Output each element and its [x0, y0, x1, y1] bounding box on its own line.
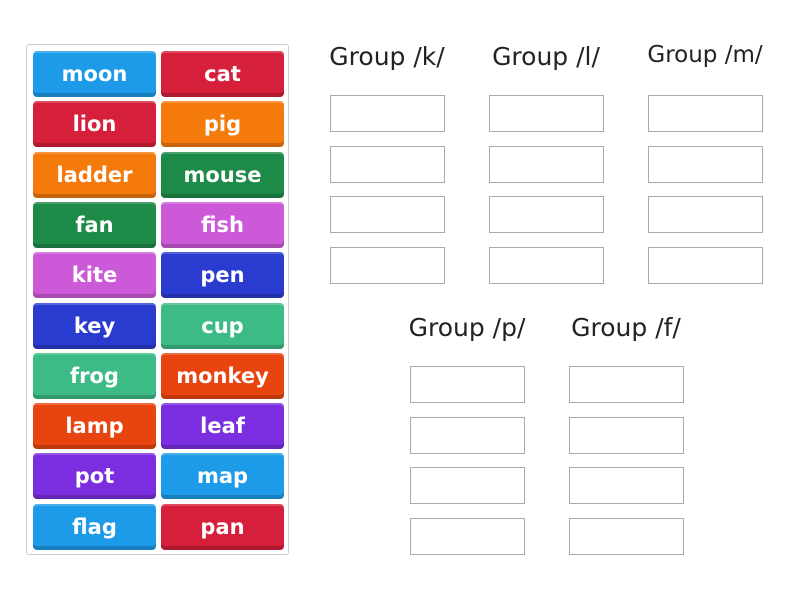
drop-slot[interactable]: [489, 246, 604, 284]
word-tile-pan[interactable]: pan: [161, 503, 284, 550]
word-tile-fan[interactable]: fan: [33, 201, 156, 248]
word-tile-kite[interactable]: kite: [33, 252, 156, 299]
word-tile-pen[interactable]: pen: [161, 252, 284, 299]
word-tile-pig[interactable]: pig: [161, 101, 284, 148]
drop-slot[interactable]: [648, 246, 763, 284]
word-tile-key[interactable]: key: [33, 302, 156, 349]
word-tile-cup[interactable]: cup: [161, 302, 284, 349]
drop-slot[interactable]: [569, 366, 684, 403]
drop-slot[interactable]: [489, 196, 604, 233]
word-tile-fish[interactable]: fish: [161, 201, 284, 248]
word-tile-frog[interactable]: frog: [33, 352, 156, 399]
word-tile-leaf[interactable]: leaf: [161, 403, 284, 450]
drop-slot[interactable]: [648, 196, 763, 233]
group-title: Group /k/: [329, 42, 445, 71]
word-tile-ladder[interactable]: ladder: [33, 151, 156, 198]
drop-slot[interactable]: [330, 246, 445, 284]
drop-slot[interactable]: [330, 196, 445, 233]
word-tile-lamp[interactable]: lamp: [33, 403, 156, 450]
drop-slot[interactable]: [569, 467, 684, 504]
word-tile-cat[interactable]: cat: [161, 51, 284, 97]
drop-slot[interactable]: [489, 145, 604, 183]
word-bank: moon cat lion pig ladder mouse fan fish kite pen k…: [26, 44, 289, 555]
group-title: Group /l/: [492, 42, 600, 71]
word-tile-map[interactable]: map: [161, 453, 284, 500]
drop-slot[interactable]: [569, 416, 684, 454]
group-title: Group /p/: [408, 313, 526, 342]
word-tile-lion[interactable]: lion: [33, 101, 156, 148]
drop-slot[interactable]: [489, 95, 604, 132]
group-title: Group /m/: [647, 42, 763, 68]
word-tile-pot[interactable]: pot: [33, 453, 156, 500]
word-tile-mouse[interactable]: mouse: [161, 151, 284, 198]
drop-slot[interactable]: [410, 467, 525, 504]
word-tile-monkey[interactable]: monkey: [161, 352, 284, 399]
drop-slot[interactable]: [648, 95, 763, 132]
drop-slot[interactable]: [410, 366, 525, 403]
drop-slot[interactable]: [569, 517, 684, 555]
group-title: Group /f/: [571, 313, 681, 342]
drop-slot[interactable]: [410, 416, 525, 454]
word-tile-flag[interactable]: flag: [33, 503, 156, 550]
drop-slot[interactable]: [410, 517, 525, 555]
drop-slot[interactable]: [330, 145, 445, 183]
drop-slot[interactable]: [330, 95, 445, 132]
word-tile-moon[interactable]: moon: [33, 51, 156, 97]
drop-slot[interactable]: [648, 145, 763, 183]
